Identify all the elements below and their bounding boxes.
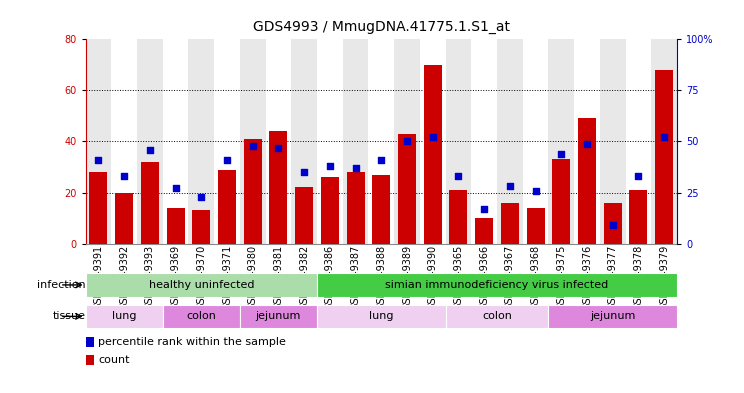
Bar <box>240 39 266 244</box>
Bar <box>471 39 497 244</box>
Bar <box>501 203 519 244</box>
Text: infection: infection <box>37 280 86 290</box>
Bar <box>240 305 317 328</box>
Point <box>170 185 182 192</box>
Point <box>530 187 542 194</box>
Bar <box>449 190 467 244</box>
Bar <box>266 39 292 244</box>
Bar <box>321 177 339 244</box>
Bar <box>167 208 185 244</box>
Point <box>478 206 490 212</box>
Bar <box>446 39 471 244</box>
Text: count: count <box>98 354 129 365</box>
Bar <box>86 39 112 244</box>
Bar <box>163 39 188 244</box>
Bar <box>163 305 240 328</box>
Point <box>581 140 593 147</box>
Bar <box>347 172 365 244</box>
Bar <box>574 39 600 244</box>
Point <box>607 222 619 228</box>
Bar <box>244 139 262 244</box>
Bar <box>368 39 394 244</box>
Bar <box>548 305 677 328</box>
Text: lung: lung <box>369 311 394 321</box>
Bar <box>112 39 137 244</box>
Bar <box>578 118 596 244</box>
Text: tissue: tissue <box>53 311 86 321</box>
Point <box>221 157 233 163</box>
Bar <box>626 39 651 244</box>
Point <box>376 157 388 163</box>
Bar <box>651 39 677 244</box>
Text: jejunum: jejunum <box>590 311 635 321</box>
Bar <box>475 218 493 244</box>
Text: GDS4993 / MmugDNA.41775.1.S1_at: GDS4993 / MmugDNA.41775.1.S1_at <box>253 20 510 34</box>
Bar <box>269 131 287 244</box>
Point <box>658 134 670 141</box>
Point <box>452 173 464 179</box>
Point <box>555 151 567 157</box>
Point <box>504 183 516 189</box>
Bar <box>86 273 317 297</box>
Text: colon: colon <box>186 311 217 321</box>
Bar <box>446 305 548 328</box>
Bar <box>552 159 571 244</box>
Bar <box>398 134 416 244</box>
Bar <box>603 203 622 244</box>
Point <box>324 163 336 169</box>
Bar <box>527 208 545 244</box>
Bar <box>523 39 548 244</box>
Point <box>350 165 362 171</box>
Bar <box>292 39 317 244</box>
Text: simian immunodeficiency virus infected: simian immunodeficiency virus infected <box>385 280 609 290</box>
Point <box>427 134 439 141</box>
Point <box>272 145 284 151</box>
Text: jejunum: jejunum <box>256 311 301 321</box>
Bar <box>317 39 343 244</box>
Bar <box>420 39 446 244</box>
Bar <box>629 190 647 244</box>
Bar <box>218 169 236 244</box>
Bar <box>137 39 163 244</box>
Point <box>401 138 413 145</box>
Point <box>632 173 644 179</box>
Bar <box>343 39 368 244</box>
Point <box>144 147 155 153</box>
Point <box>118 173 130 179</box>
Bar <box>497 39 523 244</box>
Bar <box>89 172 107 244</box>
Bar <box>86 305 163 328</box>
Bar <box>214 39 240 244</box>
Bar <box>295 187 313 244</box>
Bar <box>188 39 214 244</box>
Bar <box>115 193 133 244</box>
Bar <box>317 273 677 297</box>
Point <box>92 157 104 163</box>
Text: percentile rank within the sample: percentile rank within the sample <box>98 337 286 347</box>
Bar <box>372 174 391 244</box>
Point <box>196 193 208 200</box>
Point <box>247 142 259 149</box>
Text: healthy uninfected: healthy uninfected <box>149 280 254 290</box>
Bar <box>655 70 673 244</box>
Bar <box>317 305 446 328</box>
Bar <box>192 210 211 244</box>
Text: lung: lung <box>112 311 136 321</box>
Bar <box>141 162 159 244</box>
Bar <box>394 39 420 244</box>
Text: colon: colon <box>482 311 512 321</box>
Point <box>298 169 310 175</box>
Bar <box>600 39 626 244</box>
Bar <box>548 39 574 244</box>
Bar <box>424 65 442 244</box>
